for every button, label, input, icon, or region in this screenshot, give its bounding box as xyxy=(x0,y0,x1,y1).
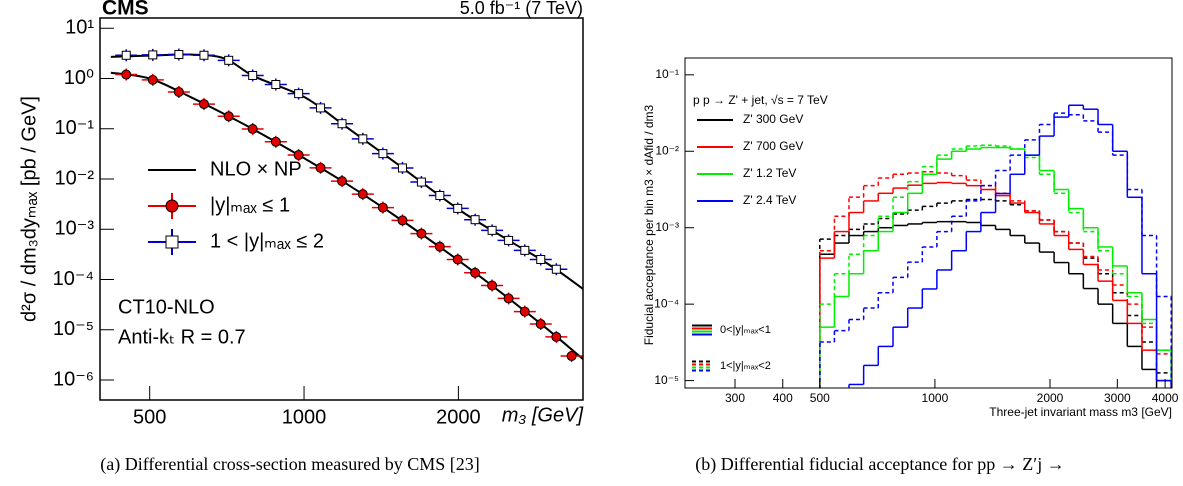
data-point xyxy=(487,280,498,291)
y-tick-label: 10⁻⁵ xyxy=(654,373,679,387)
data-point xyxy=(416,228,427,239)
y-tick-label: 10⁻⁶ xyxy=(53,368,94,390)
y-tick-label: 10¹ xyxy=(65,17,94,39)
data-point xyxy=(536,255,546,265)
legend-label: Z' 1.2 TeV xyxy=(743,166,796,180)
legend-marker xyxy=(165,235,179,249)
data-point xyxy=(551,264,561,274)
data-point xyxy=(223,111,234,122)
annotation: CT10-NLO xyxy=(118,296,215,318)
data-point xyxy=(519,306,530,317)
data-point xyxy=(520,245,530,255)
data-point xyxy=(487,225,497,235)
x-tick-label: 500 xyxy=(810,391,830,405)
data-point xyxy=(147,74,158,85)
data-point xyxy=(503,293,514,304)
x-axis-label: Three-jet invariant mass m3 [GeV] xyxy=(989,405,1172,419)
y-tick-label: 10⁻⁴ xyxy=(654,296,679,310)
chart-title: p p → Z' + jet, √s = 7 TeV xyxy=(693,93,828,107)
data-point xyxy=(293,150,304,161)
plot-area xyxy=(819,104,1172,388)
y-tick-label: 10⁻¹ xyxy=(655,67,679,81)
annotation: Anti-kₜ R = 0.7 xyxy=(118,326,246,348)
data-point xyxy=(434,241,445,252)
legend-label: NLO × NP xyxy=(210,158,302,180)
y-tick-label: 10⁻⁵ xyxy=(53,318,94,340)
data-point xyxy=(121,69,132,80)
data-point xyxy=(397,163,407,173)
data-point xyxy=(397,215,408,226)
x-tick-label: 400 xyxy=(773,391,793,405)
data-point xyxy=(452,254,463,265)
data-point xyxy=(470,267,481,278)
y-tick-label: 10⁻⁴ xyxy=(53,268,94,290)
data-point xyxy=(416,177,426,187)
data-point xyxy=(337,176,348,187)
y-tick-label: 10⁻³ xyxy=(655,220,679,234)
legend-label: |y|ₘₐₓ ≤ 1 xyxy=(210,194,290,216)
y-tick-label: 10⁻¹ xyxy=(55,117,95,139)
x-tick-label: 1000 xyxy=(282,406,327,428)
data-point xyxy=(435,190,445,200)
plot-frame xyxy=(684,57,1173,389)
legend-label: Z' 300 GeV xyxy=(743,112,803,126)
x-axis-label: m₃ [GeV] xyxy=(502,404,584,426)
chart-subtitle: 5.0 fb⁻¹ (7 TeV) xyxy=(460,0,583,18)
x-tick-label: 3000 xyxy=(1104,391,1131,405)
data-point xyxy=(535,319,546,330)
x-tick-label: 2000 xyxy=(436,406,481,428)
caption: (a) Differential cross-section measured … xyxy=(100,454,480,475)
legend-marker xyxy=(165,199,179,213)
chart-title: CMS xyxy=(102,0,149,20)
x-tick-label: 4000 xyxy=(1152,391,1179,405)
data-point xyxy=(566,351,577,362)
data-point xyxy=(247,123,258,134)
data-point xyxy=(271,79,281,89)
data-point xyxy=(174,50,184,60)
legend-label: Z' 2.4 TeV xyxy=(743,193,796,207)
legend-label: Z' 700 GeV xyxy=(743,139,803,153)
caption: (b) Differential fiducial acceptance for… xyxy=(695,454,1064,475)
data-point xyxy=(377,202,388,213)
y-tick-label: 10⁰ xyxy=(64,67,94,89)
data-point xyxy=(199,50,209,60)
data-point xyxy=(248,70,258,80)
y-tick-label: 10⁻² xyxy=(55,167,95,189)
data-point xyxy=(337,119,347,129)
data-point xyxy=(357,189,368,200)
y-tick-label: 10⁻² xyxy=(655,143,679,157)
plot-frame xyxy=(99,17,584,401)
data-point xyxy=(315,162,326,173)
data-point xyxy=(173,86,184,97)
x-tick-label: 500 xyxy=(133,406,166,428)
data-point xyxy=(294,89,304,99)
legend-label: 0<|y|ₘₐₓ<1 xyxy=(720,324,771,336)
data-point xyxy=(270,136,281,147)
data-point xyxy=(551,331,562,342)
y-axis-label: d²σ / dm₃dyₘₐₓ [pb / GeV] xyxy=(18,96,40,322)
data-point xyxy=(316,103,326,113)
data-point xyxy=(198,99,209,110)
data-point xyxy=(470,215,480,225)
data-point xyxy=(453,203,463,213)
data-point xyxy=(378,149,388,159)
y-tick-label: 10⁻³ xyxy=(55,218,95,240)
y-axis-label: Fiducial acceptance per bin m3 × dAfid /… xyxy=(642,104,656,345)
legend-label: 1<|y|ₘₐₓ<2 xyxy=(720,360,771,372)
data-point xyxy=(358,134,368,144)
x-tick-label: 1000 xyxy=(922,391,949,405)
data-point xyxy=(224,55,234,65)
x-tick-label: 2000 xyxy=(1037,391,1064,405)
plot-area xyxy=(110,48,583,363)
data-point xyxy=(148,50,158,60)
x-tick-label: 300 xyxy=(725,391,745,405)
data-point xyxy=(504,235,514,245)
data-point xyxy=(121,50,131,60)
legend-label: 1 < |y|ₘₐₓ ≤ 2 xyxy=(210,230,324,252)
